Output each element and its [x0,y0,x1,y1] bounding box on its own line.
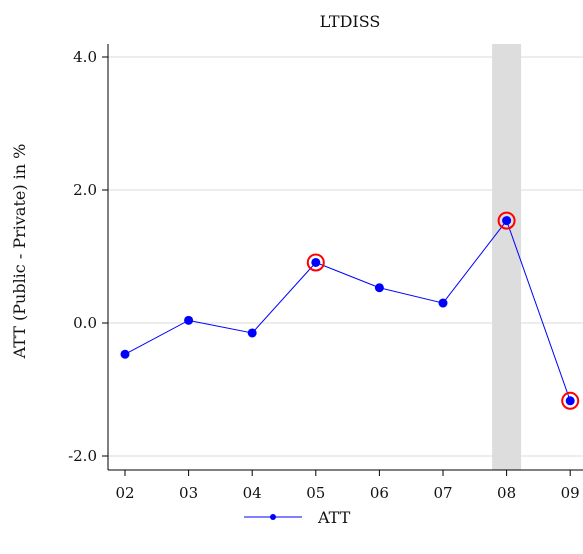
x-tick-label: 06 [370,484,389,502]
x-tick-label: 09 [561,484,580,502]
highlight-ring [497,211,516,230]
x-tick-label: 02 [115,484,134,502]
data-point [502,216,512,226]
legend: ATT [244,508,351,527]
highlight-ring [306,253,325,272]
y-tick-label: 2.0 [73,181,97,199]
shaded-band-layer [492,44,522,470]
y-axis-label: ATT (Public - Private) in % [10,144,29,360]
chart-title: LTDISS [320,12,381,31]
legend-label-att: ATT [317,508,351,527]
y-tick-label: 0.0 [73,314,97,332]
y-tick-label: -2.0 [68,447,97,465]
series-line-att [124,219,571,401]
data-point [311,257,321,267]
data-point [565,396,575,406]
data-point [438,298,448,308]
axes [102,44,583,476]
series-layer [120,211,580,410]
highlight-ring [561,391,580,410]
x-tick-label: 04 [243,484,262,502]
y-tick-label: 4.0 [73,48,97,66]
data-point [120,349,130,359]
x-tick-label: 03 [179,484,198,502]
data-point [247,328,257,338]
legend-marker [270,514,276,520]
x-tick-label: 05 [306,484,325,502]
data-point [184,315,194,325]
tick-labels: -2.0 0.0 2.0 4.0 02 03 04 05 06 07 08 09 [68,48,580,502]
x-tick-label: 08 [497,484,516,502]
data-point [374,283,384,293]
x-tick-label: 07 [433,484,452,502]
shaded-band [492,44,522,470]
